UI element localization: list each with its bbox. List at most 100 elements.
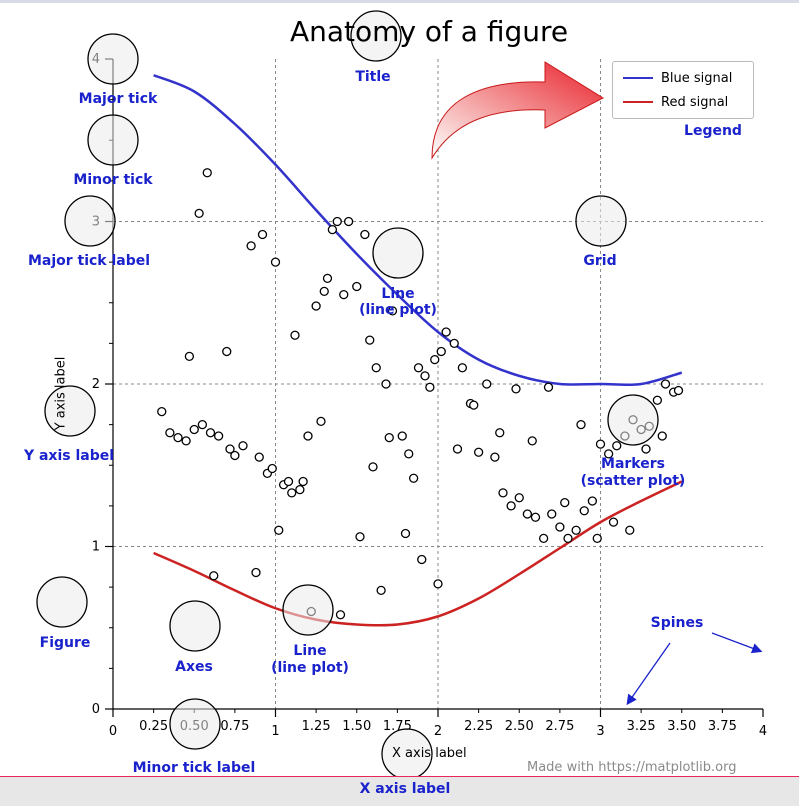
scatter-marker [339,289,349,300]
scatter-marker [560,497,570,508]
x-major-tick-label: 4 [759,724,767,739]
scatter-marker [230,450,240,461]
scatter-marker [425,382,435,392]
scatter-marker [360,229,370,240]
highlight-circles [36,10,741,780]
x-major-tick-label: 3 [596,724,604,739]
scatter-marker [311,301,321,311]
scatter-marker [430,354,440,365]
scatter-marker [522,509,533,519]
scatter-marker [449,338,459,349]
callout-circle-figure [36,576,88,628]
scatter-marker [400,528,411,539]
scatter-marker [608,517,619,527]
x-minor-tick-label: 2.75 [545,719,574,734]
scatter-marker [197,419,208,430]
scatter-marker [270,257,281,267]
x-major-tick-label: 0 [109,724,117,739]
x-minor-tick-label: 2.50 [505,719,534,734]
scatter-marker [376,585,386,596]
callout-circle-minor-tick-label [169,698,221,750]
series-red-line [153,480,683,627]
scatter-marker [222,346,232,357]
callout-circle-title [350,10,402,62]
scatter-marker [652,395,663,405]
scatter-marker [368,462,378,472]
scatter-marker [303,431,313,441]
y-axis-label: Y axis label [53,356,69,431]
scatter-marker [482,379,492,389]
x-minor-tick-label: 3.25 [627,719,656,734]
annotation-title: Title [355,69,391,85]
scatter-marker [298,476,308,487]
scatter-marker [202,168,212,178]
callout-circle-minor-tick [87,114,139,166]
annotation-markers-subtitle: (scatter plot) [580,473,686,489]
scatter-marker [352,281,362,292]
scatter-marker [319,286,329,297]
y-major-tick-label: 2 [92,377,100,392]
scatter-marker [189,424,199,435]
scatter-marker [555,522,565,532]
legend: Blue signal Red signal [612,61,754,119]
scatter-marker [343,216,354,227]
scatter-marker [181,436,191,446]
callout-circle-markers [607,394,659,446]
scatter-marker [495,428,505,438]
scatter-marker [283,476,294,487]
x-minor-tick-label: 1.25 [302,719,331,734]
legend-item-blue: Blue signal [623,68,732,88]
scatter-marker [433,579,443,589]
scatter-marker [157,406,167,417]
scatter-marker [436,346,446,357]
callout-circle-major-tick-label [64,195,116,247]
scatter-marker [205,428,216,438]
x-major-tick-label: 1 [271,724,279,739]
scatter-marker [563,533,573,544]
annotation-major-tick-label: Major tick label [27,253,151,269]
x-minor-tick-label: 0.25 [139,719,168,734]
annotation-markers-title: Markers [601,456,665,472]
scatter-marker [660,379,671,389]
scatter-marker [371,363,381,373]
scatter-marker [657,431,667,441]
annotation-y-axis-label: Y axis label [23,448,115,464]
scatter-marker [290,330,300,340]
scatter-marker [184,351,195,362]
callout-circle-axes [169,600,221,652]
x-minor-tick-label: 2.25 [464,719,493,734]
callout-circle-grid [575,195,627,247]
callout-circle-y-label [44,385,96,437]
series-blue-line [153,74,683,387]
scatter-marker [257,229,268,240]
scatter-marker [612,441,622,451]
scatter-marker [246,241,256,251]
callout-circle-line-1 [372,227,424,279]
scatter-marker [254,452,264,462]
legend-swatch-red [623,101,653,103]
scatter-marker [530,512,541,522]
scatter-marker [538,533,549,544]
scatter-marker [238,441,248,451]
scatter-marker [587,496,598,506]
scatter-marker [413,363,424,373]
scatter-marker [387,306,398,316]
scatter-marker [365,335,375,345]
scatter-marker [547,509,557,519]
scatter-marker [579,506,589,516]
callout-circle-line-2 [282,584,334,636]
annotation-legend: Legend [684,123,742,139]
scatter-marker [165,428,175,438]
series-layer [153,74,683,627]
scatter-marker [641,444,651,454]
legend-swatch-blue [623,77,653,79]
x-minor-tick-label: 1.50 [342,719,371,734]
annotation-minor-tick: Minor tick [73,172,153,188]
scatter-marker [327,224,338,235]
highlight-arrow-icon [431,61,605,160]
scatter-marker [355,532,365,542]
scatter-marker [384,432,394,443]
credit-text: Made with https://matplotlib.org [527,760,737,775]
scatter-marker [514,493,524,503]
scatter-marker [592,533,602,544]
